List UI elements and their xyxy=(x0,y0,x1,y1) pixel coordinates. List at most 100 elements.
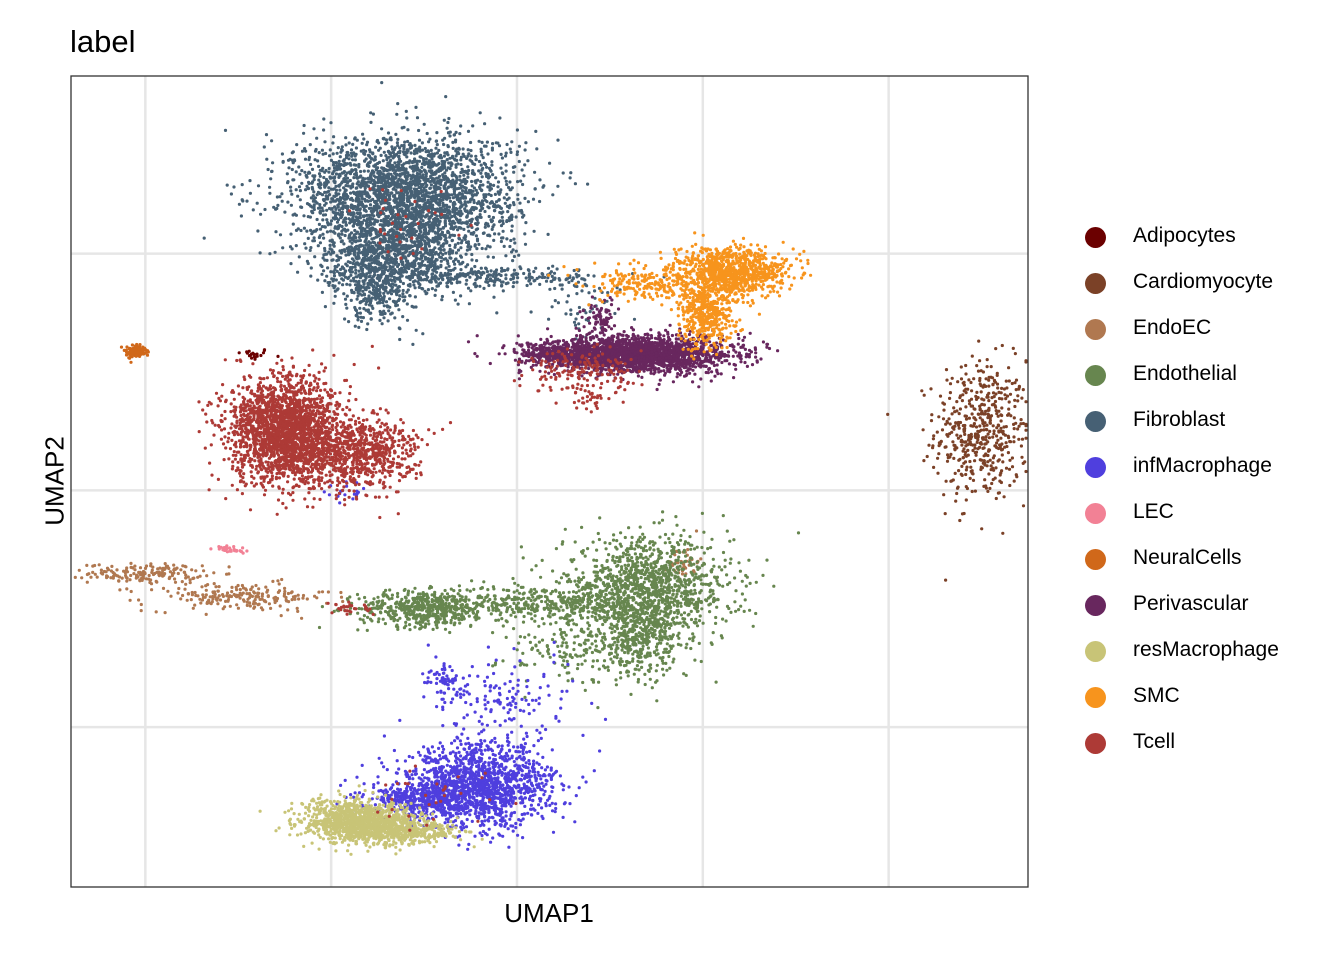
data-point xyxy=(574,591,579,595)
data-point xyxy=(580,599,584,603)
data-point xyxy=(250,356,254,360)
data-point xyxy=(642,606,647,610)
data-point xyxy=(1000,453,1004,457)
data-point xyxy=(668,540,672,545)
data-point xyxy=(413,625,417,629)
data-point xyxy=(1013,352,1018,356)
data-point xyxy=(694,572,698,576)
data-point xyxy=(297,597,301,601)
data-point xyxy=(421,602,425,606)
data-point xyxy=(992,402,996,406)
data-point xyxy=(593,615,597,620)
data-point xyxy=(964,468,969,472)
data-point xyxy=(688,560,692,564)
data-point xyxy=(681,624,685,628)
data-point xyxy=(733,576,737,580)
data-point xyxy=(181,564,185,568)
data-point xyxy=(941,417,946,421)
data-point xyxy=(693,576,697,580)
data-point xyxy=(657,601,661,606)
data-point xyxy=(544,589,549,593)
data-point xyxy=(966,448,970,452)
data-point xyxy=(997,390,1001,394)
data-point xyxy=(625,646,630,651)
data-point xyxy=(642,622,646,627)
data-point xyxy=(191,606,195,610)
data-point xyxy=(120,576,124,580)
data-point xyxy=(605,558,609,563)
data-point xyxy=(988,429,992,433)
data-point xyxy=(405,155,409,159)
data-point xyxy=(962,383,967,387)
data-point xyxy=(259,353,263,358)
data-point xyxy=(665,594,669,599)
data-point xyxy=(1007,467,1012,471)
data-point xyxy=(720,568,724,572)
data-point xyxy=(702,574,706,578)
data-point xyxy=(932,465,936,469)
data-point xyxy=(343,233,347,238)
data-point xyxy=(641,647,645,651)
data-point xyxy=(683,621,687,625)
data-point xyxy=(960,443,964,447)
data-point xyxy=(496,603,500,607)
data-point xyxy=(610,577,615,581)
data-point xyxy=(583,554,587,558)
data-point xyxy=(1021,388,1025,392)
data-point xyxy=(310,181,314,185)
data-point xyxy=(573,635,577,639)
data-point xyxy=(498,116,502,120)
data-point xyxy=(590,606,594,610)
data-point xyxy=(659,641,663,645)
data-point xyxy=(478,594,482,598)
data-point xyxy=(466,175,470,179)
data-point xyxy=(644,549,649,553)
data-point xyxy=(527,596,531,600)
data-point xyxy=(971,448,975,453)
data-point xyxy=(276,203,280,207)
data-point xyxy=(656,652,660,656)
data-point xyxy=(496,180,501,184)
data-point xyxy=(684,582,688,586)
data-point xyxy=(646,596,650,600)
data-point xyxy=(992,395,996,399)
data-point xyxy=(682,528,686,532)
data-point xyxy=(212,571,216,575)
data-point xyxy=(564,633,568,637)
data-point xyxy=(619,573,623,577)
data-point xyxy=(328,243,332,247)
data-point xyxy=(500,617,504,621)
data-point xyxy=(225,572,229,576)
data-point xyxy=(654,636,659,641)
data-point xyxy=(661,587,665,591)
data-point xyxy=(680,572,685,576)
data-point xyxy=(611,661,615,665)
data-point xyxy=(684,579,688,583)
data-point xyxy=(396,137,400,141)
data-point xyxy=(633,552,638,556)
data-point xyxy=(611,596,615,600)
data-point xyxy=(945,459,950,463)
data-point xyxy=(409,151,413,155)
data-point xyxy=(596,531,600,536)
data-point xyxy=(496,185,500,189)
data-point xyxy=(588,646,592,650)
data-point xyxy=(462,227,466,231)
data-point xyxy=(618,542,622,546)
data-point xyxy=(574,567,578,571)
data-point xyxy=(717,565,721,569)
data-point xyxy=(600,616,604,620)
data-point xyxy=(700,545,704,550)
data-point xyxy=(236,606,240,610)
data-point xyxy=(633,577,637,581)
data-point xyxy=(662,564,666,568)
data-point xyxy=(438,186,442,190)
data-point xyxy=(417,614,421,618)
data-point xyxy=(699,578,703,582)
data-point xyxy=(523,163,527,167)
data-point xyxy=(626,573,631,577)
data-point xyxy=(257,587,261,591)
data-point xyxy=(682,550,686,554)
data-point xyxy=(985,358,989,362)
data-point xyxy=(656,547,660,551)
